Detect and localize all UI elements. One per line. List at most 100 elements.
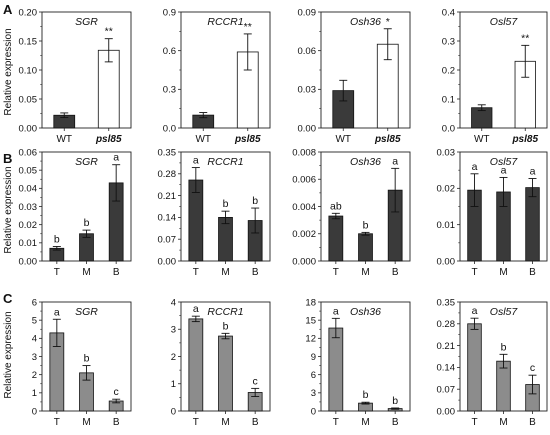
- y-axis-label: Relative expression: [3, 28, 14, 115]
- y-tick-label: 0.0: [163, 123, 176, 134]
- y-tick-label: 1: [32, 388, 37, 399]
- significance-label: c: [530, 362, 535, 374]
- x-tick-label: B: [252, 417, 259, 428]
- x-tick-label: psl85: [374, 134, 401, 145]
- y-tick-label: 0.3: [442, 36, 455, 47]
- significance-label: c: [253, 375, 258, 387]
- chart-panel-b-osh36: 0.000 0.002 0.004 0.006 0.008 Osh36 ab Tb Ma B: [292, 147, 411, 278]
- y-tick-label: 0.04: [19, 184, 38, 195]
- y-tick-label: 0.008: [292, 147, 316, 158]
- significance-label: b: [223, 198, 229, 210]
- y-tick-label: 0.9: [163, 7, 176, 18]
- y-tick-label: 0.1: [442, 94, 455, 105]
- x-tick-label: T: [471, 267, 477, 278]
- y-tick-label: 0: [311, 406, 316, 417]
- y-tick-label: 0.002: [292, 229, 316, 240]
- y-tick-label: 0.01: [19, 238, 38, 249]
- x-tick-label: B: [392, 267, 399, 278]
- significance-label: a: [392, 155, 398, 167]
- y-tick-label: 0.01: [437, 220, 456, 231]
- bar-m: [218, 335, 233, 412]
- y-tick-label: 9: [311, 352, 316, 363]
- chart-panel-b-rccr1: 0.00 0.07 0.14 0.21 0.28 0.35 RCCR1 a Tb Mb B: [158, 147, 271, 278]
- x-tick-label: M: [499, 417, 507, 428]
- bar-t: [188, 318, 204, 412]
- x-tick-label: M: [361, 267, 369, 278]
- gene-title: SGR: [75, 306, 98, 318]
- y-tick-label: 0.00: [298, 123, 317, 134]
- x-tick-label: WT: [195, 134, 211, 145]
- significance-label: b: [54, 233, 60, 245]
- y-tick-label: 0.0: [442, 123, 455, 134]
- y-tick-label: 6: [32, 297, 37, 308]
- y-tick-label: 3: [171, 325, 176, 336]
- y-tick-label: 0.21: [158, 191, 177, 202]
- chart-panel-c-sgr: C Relative expression 0 1 2 3 4 5 6 SGR a Tb Mc B: [3, 291, 132, 428]
- significance-label: *: [386, 16, 390, 28]
- y-tick-label: 15: [305, 315, 316, 326]
- significance-label: a: [333, 305, 339, 317]
- y-tick-label: 0.03: [19, 202, 38, 213]
- x-tick-label: T: [333, 267, 339, 278]
- y-tick-label: 0.06: [19, 147, 38, 158]
- y-tick-label: 0.000: [292, 256, 316, 267]
- bar-b: [525, 187, 540, 262]
- y-tick-label: 0.00: [19, 256, 38, 267]
- significance-label: a: [472, 161, 478, 173]
- y-tick-label: 0.006: [292, 175, 316, 186]
- y-tick-label: 0.28: [158, 169, 177, 180]
- y-tick-label: 0.05: [19, 165, 38, 176]
- y-tick-label: 0.07: [437, 385, 456, 396]
- bar-t: [328, 215, 344, 262]
- panel-letter: A: [3, 2, 13, 17]
- x-tick-label: T: [193, 417, 199, 428]
- gene-title: RCCR1: [207, 306, 243, 318]
- chart-panel-a-rccr1: 0.0 0.3 0.6 0.9 RCCR1 WT ** psl85: [163, 7, 271, 145]
- bar-m: [496, 360, 511, 412]
- chart-panel-c-osl57: 0.00 0.07 0.14 0.21 0.28 0.35 Osl57 a Tb Mc B: [437, 297, 548, 428]
- significance-label: a: [193, 303, 199, 315]
- y-tick-label: 0: [171, 406, 176, 417]
- significance-label: b: [363, 389, 369, 401]
- x-tick-label: psl85: [234, 134, 261, 145]
- chart-panel-a-sgr: A Relative expression 0.00 0.05 0.10 0.15 0.20…: [3, 2, 132, 145]
- y-tick-label: 0.004: [292, 202, 316, 213]
- significance-label: b: [84, 217, 90, 229]
- gene-title: SGR: [75, 156, 98, 168]
- y-tick-label: 0.00: [437, 406, 456, 417]
- x-tick-label: B: [113, 267, 120, 278]
- x-tick-label: T: [333, 417, 339, 428]
- chart-panel-c-rccr1: 0 1 2 3 4 RCCR1 a Tb Mc B: [171, 297, 271, 428]
- y-tick-label: 0.21: [437, 341, 456, 352]
- gene-title: RCCR1: [207, 16, 243, 28]
- x-tick-label: B: [529, 267, 536, 278]
- y-tick-label: 0.05: [19, 94, 38, 105]
- y-tick-label: 0.03: [437, 147, 456, 158]
- y-tick-label: 0.09: [298, 7, 317, 18]
- gene-title: Osl57: [490, 156, 519, 168]
- bar-m: [358, 233, 373, 262]
- significance-label: b: [252, 195, 258, 207]
- significance-label: **: [244, 21, 252, 33]
- x-tick-label: T: [54, 267, 60, 278]
- significance-label: b: [392, 395, 398, 407]
- y-tick-label: 6: [311, 370, 316, 381]
- x-tick-label: psl85: [511, 134, 538, 145]
- significance-label: a: [113, 152, 119, 164]
- significance-label: b: [223, 320, 229, 332]
- y-tick-label: 0.14: [158, 213, 177, 224]
- x-tick-label: T: [471, 417, 477, 428]
- y-tick-label: 3: [32, 352, 37, 363]
- x-tick-label: psl85: [95, 134, 122, 145]
- significance-label: **: [521, 32, 529, 44]
- x-tick-label: M: [82, 417, 90, 428]
- x-tick-label: M: [221, 267, 229, 278]
- y-tick-label: 4: [171, 297, 176, 308]
- significance-label: a: [54, 306, 60, 318]
- y-tick-label: 0.15: [19, 36, 38, 47]
- y-tick-label: 0.20: [19, 7, 38, 18]
- y-tick-label: 4: [32, 334, 37, 345]
- gene-title: RCCR1: [207, 156, 243, 168]
